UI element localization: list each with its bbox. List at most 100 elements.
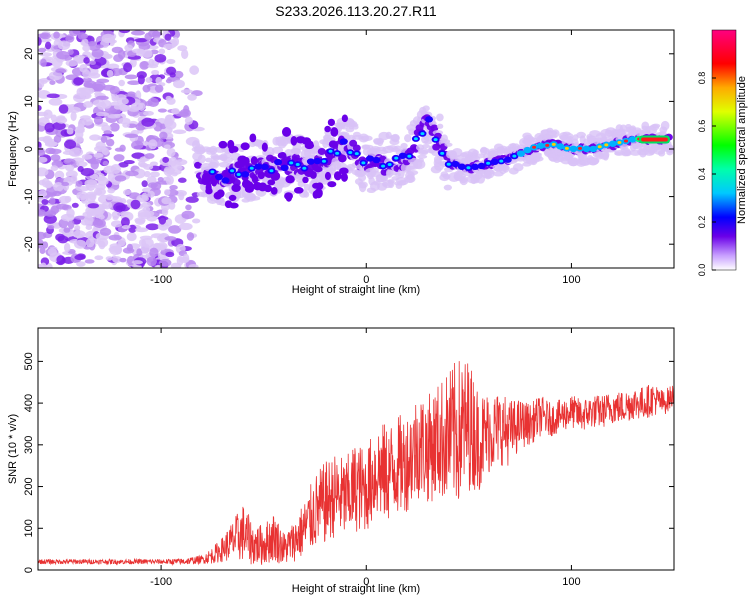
core-blob	[536, 142, 545, 149]
core-blob	[425, 116, 434, 123]
noise-blob	[73, 77, 84, 86]
halo-blob	[657, 150, 666, 157]
noise-blob	[68, 106, 81, 113]
noise-blob	[38, 209, 46, 217]
halo-blob	[651, 123, 661, 129]
halo-blob	[479, 147, 490, 154]
core-blob	[306, 158, 315, 165]
core-blob	[365, 155, 374, 162]
signal-blob	[304, 141, 315, 150]
signal-blob	[309, 171, 317, 179]
noise-blob	[181, 210, 195, 220]
y-tick-label-spec-2: 0	[23, 146, 35, 152]
signal-blob	[249, 133, 257, 143]
noise-blob	[89, 60, 96, 66]
halo-blob	[531, 152, 542, 157]
noise-blob	[172, 129, 187, 135]
noise-blob	[159, 131, 168, 140]
core-blob	[569, 145, 578, 153]
noise-blob	[44, 41, 52, 50]
halo-blob	[472, 149, 479, 156]
noise-blob	[70, 111, 77, 122]
halo-blob	[624, 149, 632, 157]
y-tick-label-spec-0: -20	[23, 236, 35, 252]
x-tick-label-spec-1: 0	[363, 274, 369, 286]
core-blob	[274, 158, 283, 166]
noise-blob	[113, 154, 125, 162]
core-blob	[589, 145, 598, 153]
noise-blob	[163, 144, 171, 150]
signal-blob	[333, 171, 342, 181]
noise-blob	[165, 251, 175, 258]
halo-blob	[369, 167, 379, 174]
signal-blob	[330, 127, 339, 137]
noise-blob	[93, 187, 106, 196]
noise-blob	[95, 219, 104, 226]
core-highlight	[440, 151, 445, 155]
noise-blob	[169, 156, 178, 167]
core-highlight	[578, 146, 583, 150]
noise-blob	[38, 78, 45, 89]
noise-blob	[87, 41, 97, 47]
noise-blob	[93, 152, 104, 159]
noise-blob	[124, 133, 139, 138]
core-highlight	[532, 145, 537, 149]
noise-blob	[168, 201, 176, 210]
colorbar-tick-label-0: 0.0	[697, 264, 707, 277]
core-blob	[490, 158, 499, 166]
noise-blob	[145, 77, 153, 84]
signal-blob	[246, 181, 254, 192]
noise-blob	[107, 114, 121, 119]
signal-blob	[324, 125, 331, 133]
halo-blob	[293, 147, 301, 155]
noise-blob	[64, 164, 75, 172]
noise-blob	[179, 108, 191, 118]
noise-blob	[106, 69, 114, 78]
noise-blob	[141, 192, 148, 201]
noise-blob	[157, 244, 166, 251]
halo-blob	[417, 154, 428, 159]
noise-blob	[65, 59, 79, 67]
noise-blob	[168, 225, 182, 234]
snr-x-axis-label: Height of straight line (km)	[292, 583, 420, 595]
noise-blob	[118, 79, 126, 87]
noise-blob	[55, 116, 68, 124]
colorbar-tick-label-1: 0.2	[697, 216, 707, 229]
core-highlight	[433, 138, 438, 142]
halo-blob	[436, 113, 444, 122]
halo-blob	[387, 179, 395, 184]
noise-blob	[85, 238, 95, 248]
noise-blob	[76, 191, 89, 201]
core-blob	[214, 173, 223, 181]
spectrogram-blobs	[38, 30, 674, 268]
core-highlight	[413, 137, 418, 141]
noise-blob	[119, 211, 129, 216]
noise-blob	[144, 153, 155, 159]
core-highlight	[446, 162, 451, 166]
signal-blob	[313, 166, 323, 173]
noise-blob	[192, 218, 201, 224]
noise-blob	[94, 255, 104, 261]
halo-blob	[565, 133, 574, 140]
noise-blob	[43, 214, 57, 224]
noise-blob	[39, 262, 47, 268]
noise-blob	[132, 48, 145, 54]
noise-blob	[72, 230, 86, 239]
noise-blob	[189, 65, 200, 75]
noise-blob	[169, 184, 178, 190]
noise-blob	[171, 107, 180, 115]
halo-blob	[512, 163, 524, 172]
noise-blob	[142, 84, 151, 93]
core-highlight	[623, 139, 628, 143]
noise-blob	[76, 261, 86, 267]
noise-blob	[161, 207, 169, 216]
halo-blob	[660, 120, 670, 131]
signal-blob	[352, 144, 361, 152]
snr-series-line	[37, 361, 675, 567]
halo-blob	[443, 184, 452, 191]
signal-blob	[205, 182, 212, 193]
halo-blob	[406, 169, 419, 176]
noise-blob	[158, 215, 167, 225]
core-blob	[451, 160, 460, 168]
